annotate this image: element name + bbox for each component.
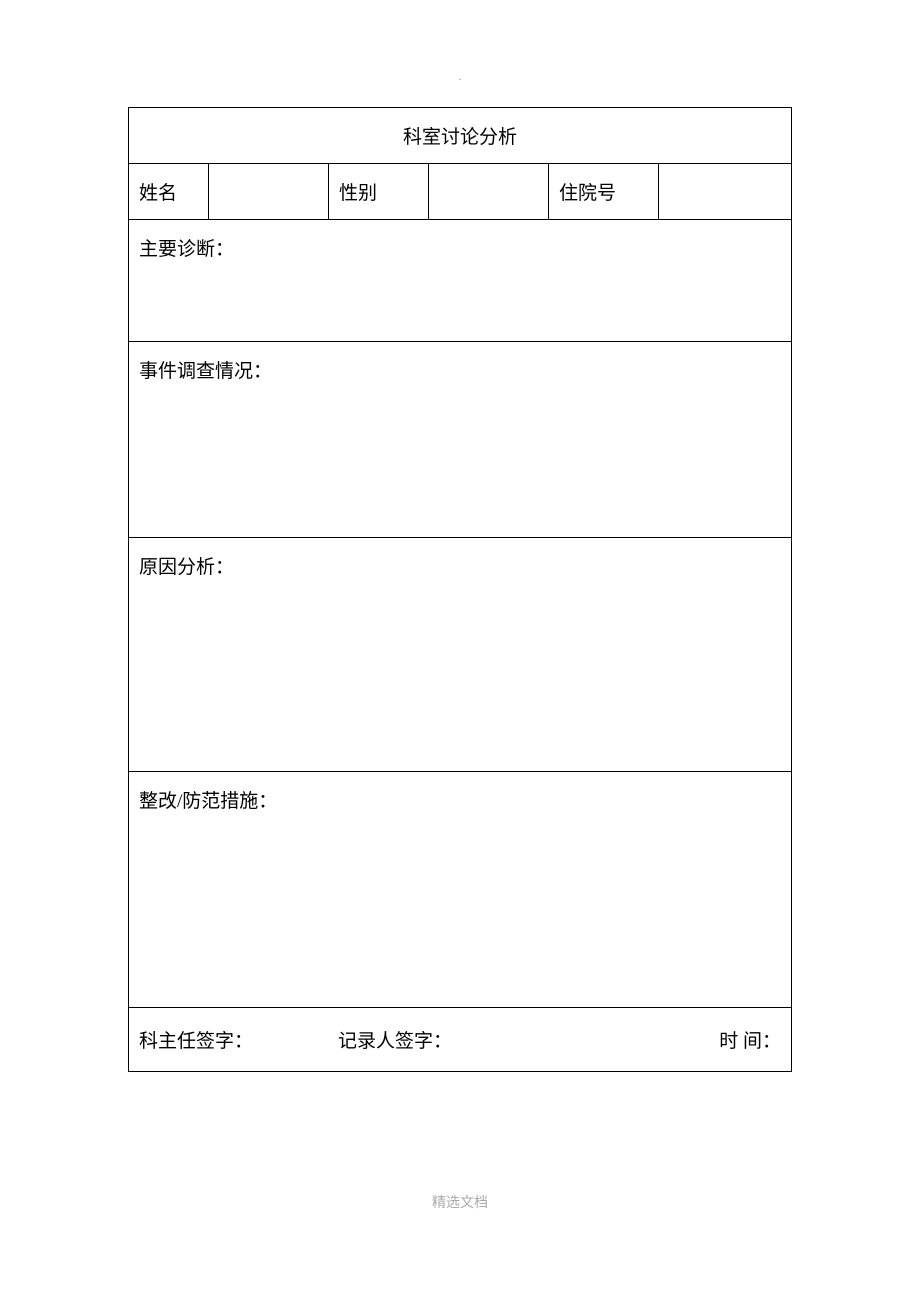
director-signature-label: 科主任签字： bbox=[139, 1026, 253, 1053]
form-title: 科室讨论分析 bbox=[129, 108, 792, 164]
gender-label: 性别 bbox=[329, 164, 429, 220]
page-footer: 精选文档 bbox=[432, 1192, 488, 1212]
header-mark: . bbox=[459, 72, 462, 83]
patient-info-row: 姓名 性别 住院号 bbox=[129, 164, 792, 220]
investigation-cell[interactable]: 事件调查情况： bbox=[129, 342, 792, 538]
cause-row: 原因分析： bbox=[129, 538, 792, 772]
discussion-form-table: 科室讨论分析 姓名 性别 住院号 主要诊断： 事件调查情况： 原因分析： 整改/… bbox=[128, 107, 792, 1072]
name-label: 姓名 bbox=[129, 164, 209, 220]
diagnosis-row: 主要诊断： bbox=[129, 220, 792, 342]
measures-row: 整改/防范措施： bbox=[129, 772, 792, 1008]
signature-row: 科主任签字： 记录人签字： 时 间： bbox=[129, 1008, 792, 1072]
time-label: 时 间： bbox=[719, 1026, 781, 1053]
patient-id-value[interactable] bbox=[659, 164, 792, 220]
cause-cell[interactable]: 原因分析： bbox=[129, 538, 792, 772]
title-row: 科室讨论分析 bbox=[129, 108, 792, 164]
signature-cell-container: 科主任签字： 记录人签字： 时 间： bbox=[129, 1008, 792, 1072]
diagnosis-cell[interactable]: 主要诊断： bbox=[129, 220, 792, 342]
gender-value[interactable] bbox=[429, 164, 549, 220]
recorder-signature-label: 记录人签字： bbox=[338, 1026, 452, 1053]
investigation-row: 事件调查情况： bbox=[129, 342, 792, 538]
name-value[interactable] bbox=[209, 164, 329, 220]
patient-id-label: 住院号 bbox=[549, 164, 659, 220]
measures-cell[interactable]: 整改/防范措施： bbox=[129, 772, 792, 1008]
